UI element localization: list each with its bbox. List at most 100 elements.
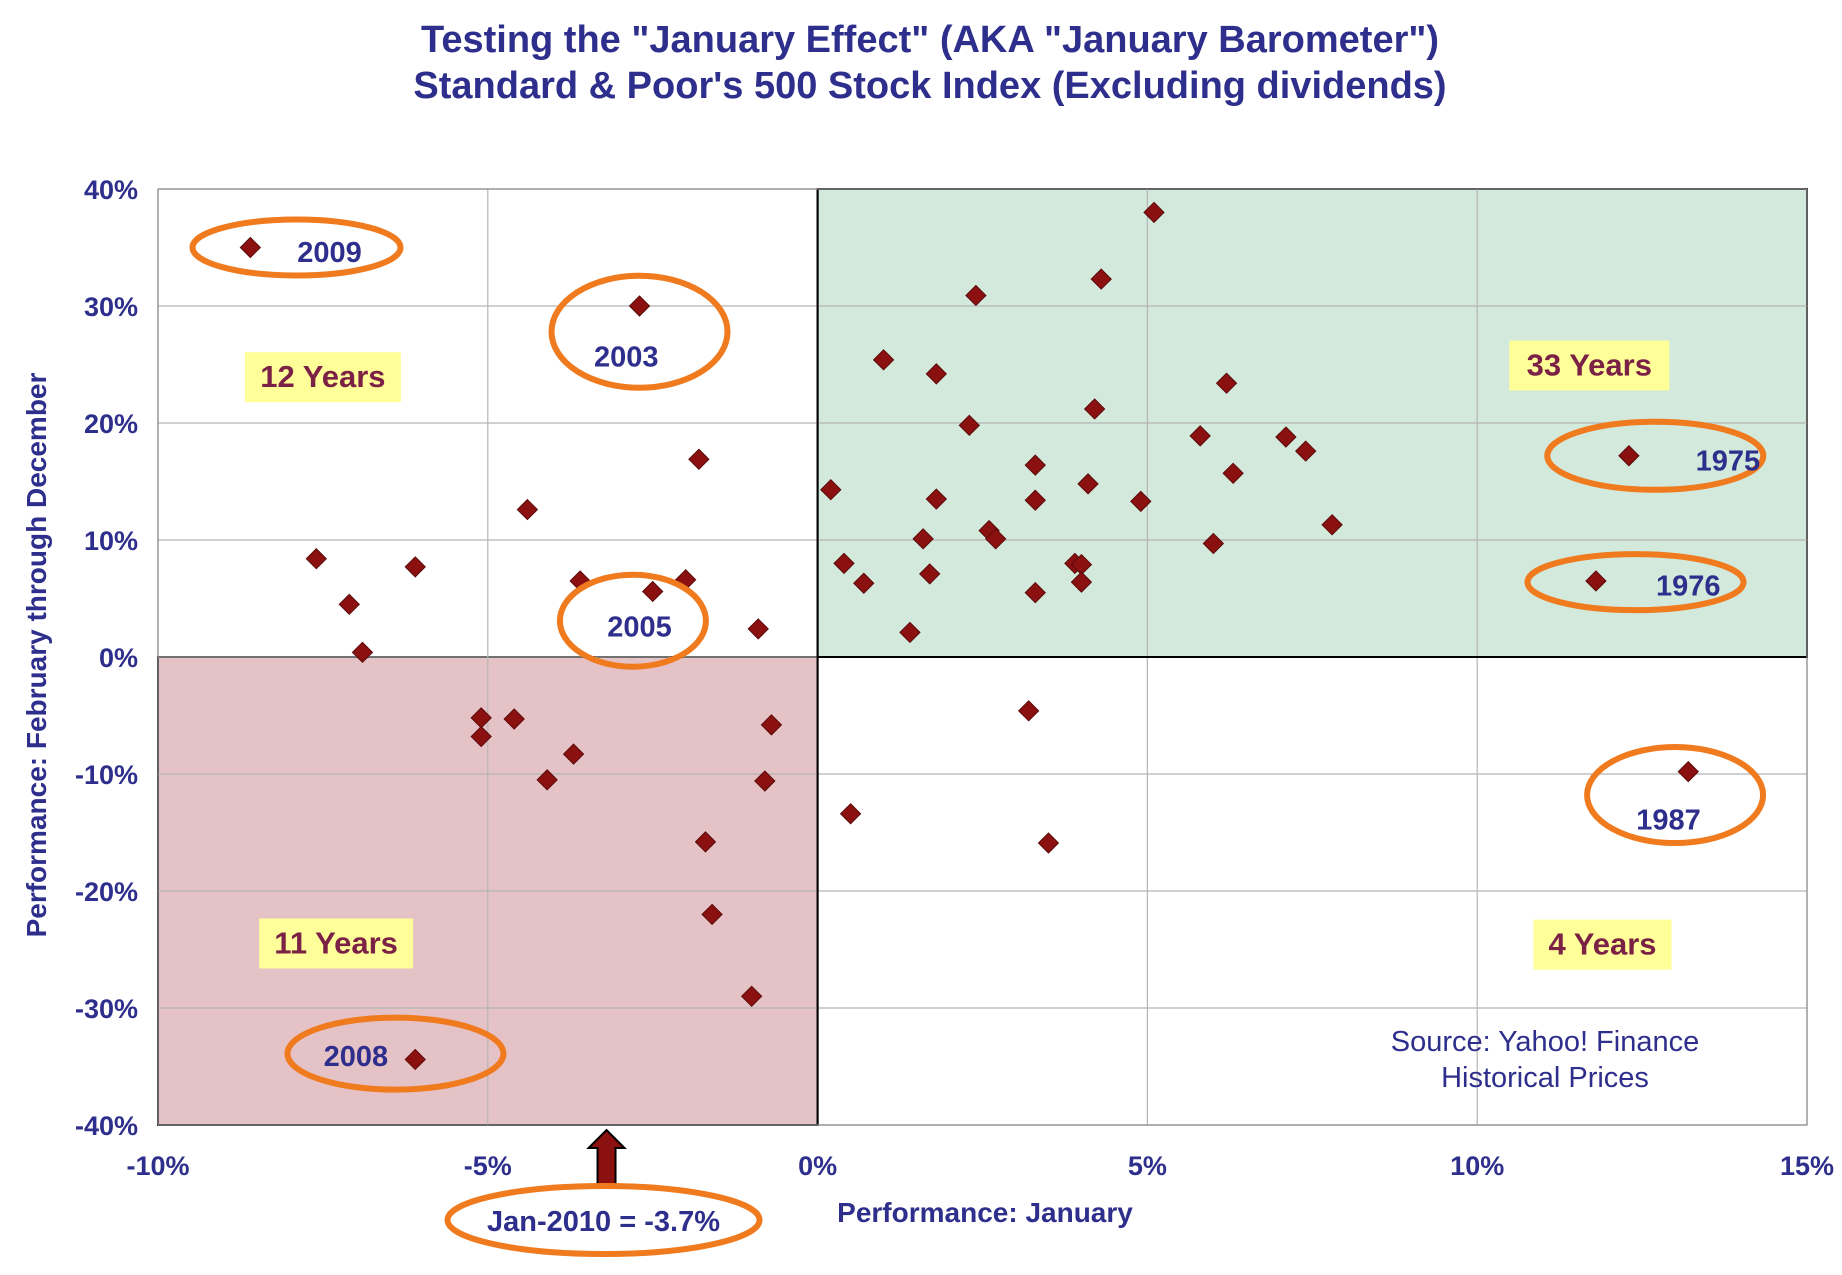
data-point bbox=[470, 725, 492, 748]
data-point bbox=[984, 528, 1007, 550]
data-point bbox=[1024, 454, 1046, 476]
data-point bbox=[1321, 514, 1343, 536]
data-point bbox=[1202, 532, 1225, 555]
data-point bbox=[899, 621, 921, 644]
data-point bbox=[1077, 473, 1099, 495]
data-point-2005 bbox=[641, 580, 664, 603]
data-point bbox=[701, 903, 723, 926]
data-point bbox=[516, 498, 539, 521]
quadrant-count-box bbox=[259, 918, 414, 969]
plot-frame bbox=[157, 188, 1808, 1126]
data-point bbox=[925, 488, 948, 510]
y-tick-label: 40% bbox=[84, 175, 138, 205]
source-note: Source: Yahoo! Finance Historical Prices bbox=[1391, 1026, 1699, 1094]
quadrant-count-label: 12 Years bbox=[260, 359, 385, 394]
year-label-1987: 1987 bbox=[1636, 805, 1701, 837]
quadrant-count-box bbox=[1533, 919, 1672, 970]
data-point bbox=[1024, 581, 1046, 604]
data-point-2009 bbox=[239, 236, 262, 259]
chart-title-line-1: Testing the "January Effect" (AKA "Janua… bbox=[421, 19, 1439, 61]
x-axis-label: Performance: January bbox=[837, 1197, 1133, 1228]
quadrant-count-box bbox=[1509, 340, 1670, 391]
x-tick-label: 0% bbox=[798, 1151, 837, 1181]
data-point bbox=[1294, 440, 1317, 462]
quadrant-count-label: 4 Years bbox=[1549, 927, 1657, 962]
data-point bbox=[740, 985, 763, 1008]
quadrant-count-label: 11 Years bbox=[274, 925, 398, 960]
data-point bbox=[754, 770, 776, 792]
quadrant-count-label: 33 Years bbox=[1527, 348, 1652, 383]
year-label-2003: 2003 bbox=[594, 341, 659, 373]
data-point-1987 bbox=[1677, 760, 1699, 783]
data-point bbox=[404, 556, 426, 578]
data-point bbox=[912, 528, 934, 550]
data-point bbox=[688, 448, 710, 470]
data-point bbox=[562, 743, 585, 765]
x-tick-label: -5% bbox=[464, 1151, 512, 1181]
data-point bbox=[1275, 426, 1297, 448]
data-point bbox=[1189, 425, 1211, 447]
data-point-2003 bbox=[628, 295, 651, 317]
y-tick-label: 0% bbox=[99, 643, 138, 673]
data-point bbox=[1017, 700, 1040, 722]
highlight-ellipse-2003 bbox=[548, 272, 731, 391]
data-point bbox=[919, 563, 941, 585]
data-point bbox=[853, 572, 875, 594]
data-point bbox=[1083, 398, 1106, 420]
year-label-1976: 1976 bbox=[1656, 571, 1721, 603]
plot-area: -10% -5% 0% 5% 10% 15% -40% -30% -20% -10% 0% 10% 20… bbox=[75, 175, 1834, 1257]
data-point bbox=[820, 478, 842, 501]
data-point bbox=[694, 831, 717, 853]
jan-2010-arrow bbox=[586, 1128, 627, 1186]
data-point bbox=[1130, 490, 1152, 513]
source-line-1: Source: Yahoo! Finance bbox=[1391, 1026, 1699, 1058]
year-label-2008: 2008 bbox=[324, 1041, 389, 1073]
data-point bbox=[760, 714, 783, 736]
x-tick-label: -10% bbox=[126, 1151, 189, 1181]
y-axis-label: Performance: February through December bbox=[21, 372, 52, 937]
data-point bbox=[925, 363, 948, 385]
data-point bbox=[839, 803, 862, 825]
highlight-ellipse-2005 bbox=[556, 571, 709, 670]
highlight-ellipse-2009 bbox=[189, 216, 404, 279]
highlight-ellipse-2008 bbox=[284, 1014, 507, 1093]
data-point bbox=[1090, 268, 1112, 290]
source-line-2: Historical Prices bbox=[1441, 1062, 1649, 1094]
y-tick-label: -30% bbox=[75, 994, 138, 1024]
data-point bbox=[965, 284, 987, 307]
data-point bbox=[958, 414, 981, 437]
y-tick-label: -40% bbox=[75, 1111, 138, 1141]
data-point bbox=[872, 349, 895, 371]
x-tick-label: 10% bbox=[1450, 1151, 1504, 1181]
data-point bbox=[1070, 571, 1093, 593]
jan-2010-annotation: Jan-2010 = -3.7% bbox=[487, 1206, 720, 1238]
y-tick-label: -20% bbox=[75, 877, 138, 907]
x-tick-label: 15% bbox=[1780, 1151, 1834, 1181]
data-point bbox=[1037, 832, 1060, 854]
data-point bbox=[1222, 462, 1244, 485]
highlight-ellipse-1987 bbox=[1584, 744, 1767, 847]
highlight-ellipse-1976 bbox=[1524, 551, 1747, 614]
data-point bbox=[1024, 489, 1046, 511]
highlight-ellipse-1975 bbox=[1544, 418, 1767, 493]
data-point-2008 bbox=[404, 1048, 426, 1071]
y-tick-label: 20% bbox=[84, 409, 138, 439]
data-point bbox=[1143, 201, 1165, 224]
y-tick-label: 30% bbox=[84, 292, 138, 322]
data-point-1976 bbox=[1585, 570, 1607, 592]
chart-title-line-2: Standard & Poor's 500 Stock Index (Exclu… bbox=[413, 65, 1446, 107]
year-label-2005: 2005 bbox=[607, 612, 672, 644]
data-point bbox=[503, 708, 525, 730]
x-tick-label: 5% bbox=[1128, 1151, 1167, 1181]
data-point-1975 bbox=[1618, 445, 1640, 467]
data-point bbox=[833, 552, 855, 575]
data-point bbox=[305, 548, 328, 570]
data-point bbox=[747, 618, 769, 640]
year-label-1975: 1975 bbox=[1696, 445, 1761, 477]
data-point bbox=[1215, 372, 1238, 394]
year-label-2009: 2009 bbox=[297, 237, 362, 269]
chart-title: Testing the "January Effect" (AKA "Janua… bbox=[413, 19, 1446, 107]
quadrant-count-box bbox=[244, 352, 401, 403]
